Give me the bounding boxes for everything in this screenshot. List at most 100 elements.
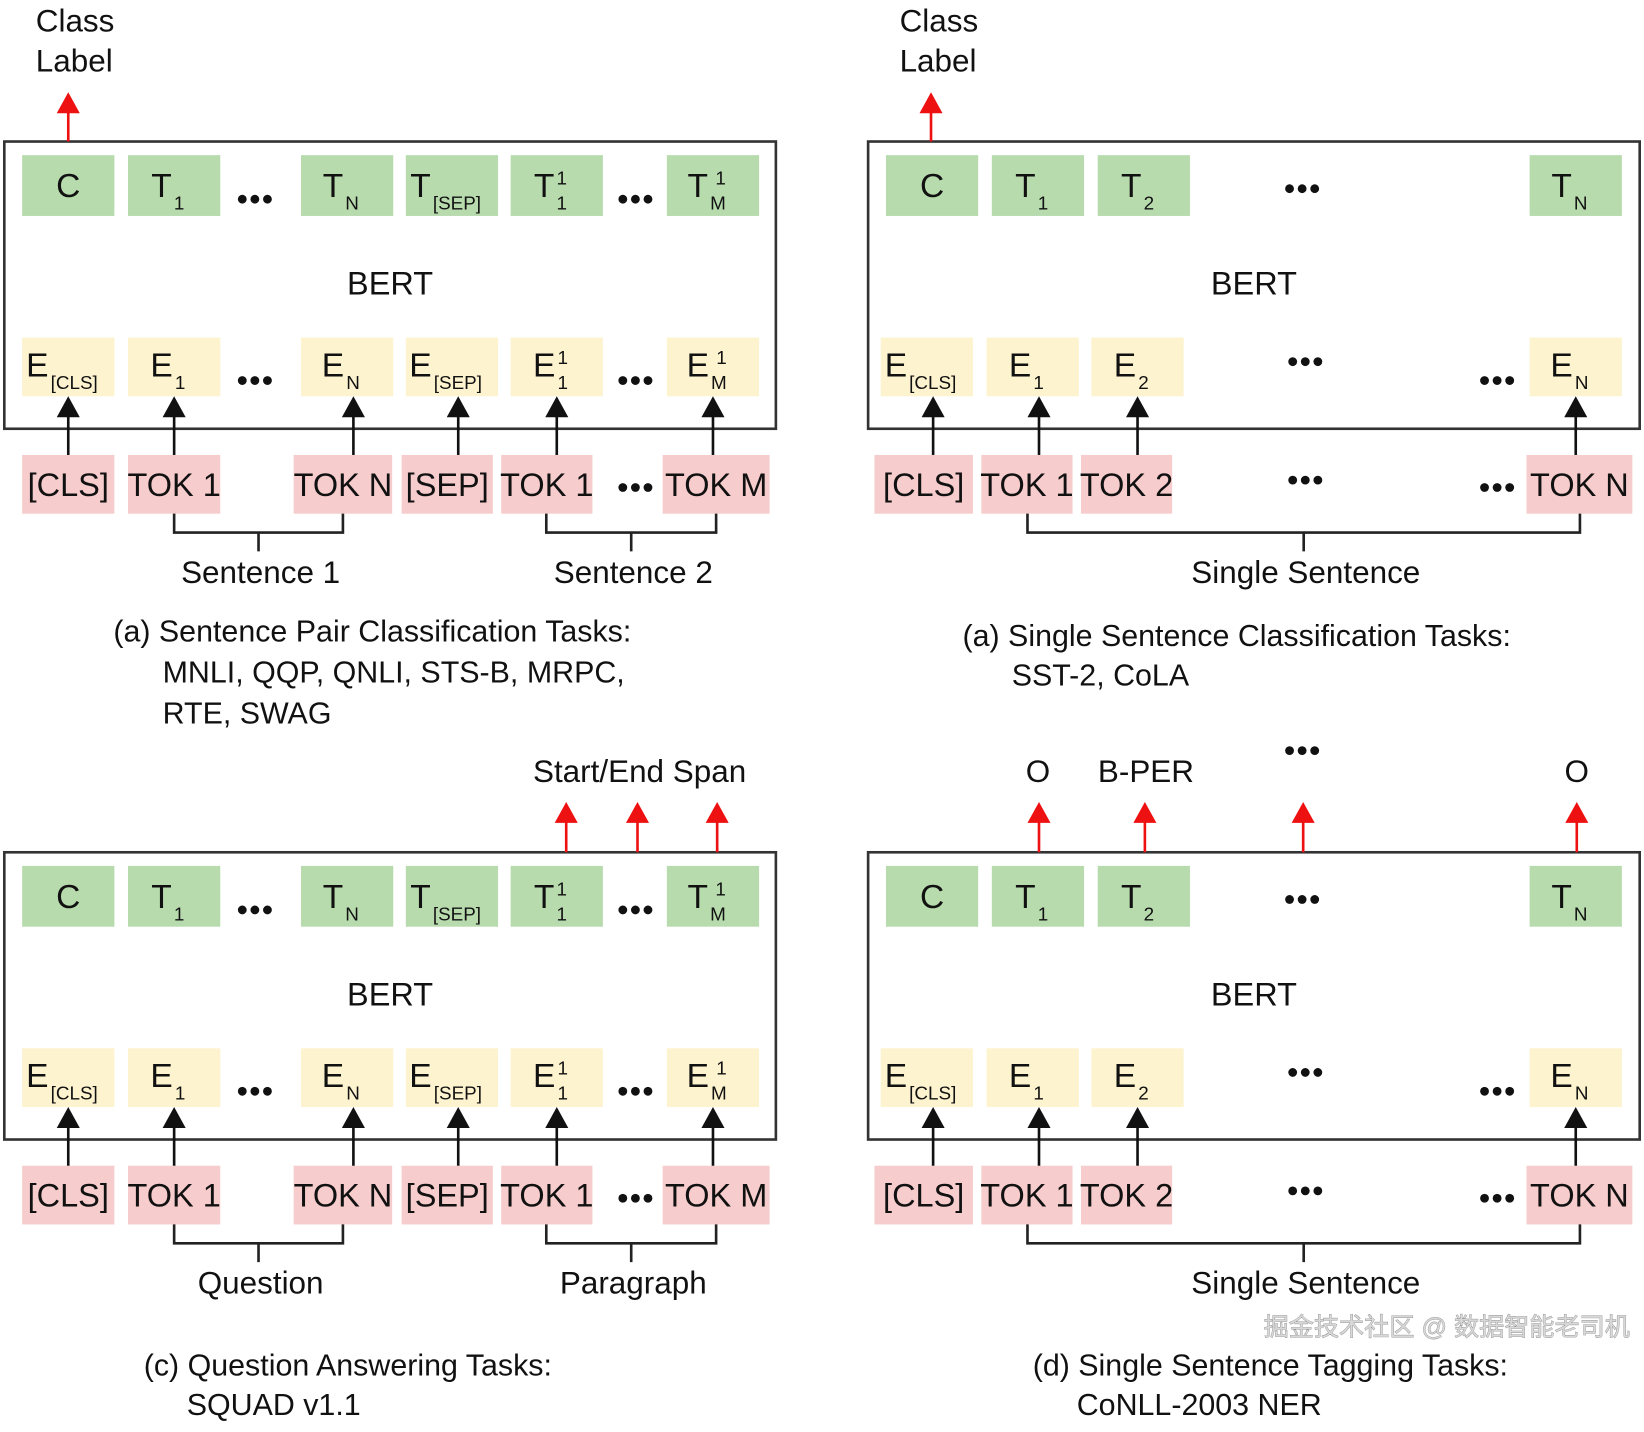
input-token-label: [CLS] xyxy=(883,467,964,503)
output-token-label: T M 1 xyxy=(688,168,726,214)
ellipsis-icon xyxy=(237,376,272,385)
input-token-box xyxy=(662,1165,770,1225)
token-subscript: 1 xyxy=(1033,372,1044,393)
input-token-box xyxy=(401,1165,493,1225)
ellipsis-icon xyxy=(237,194,272,204)
token-subscript: N xyxy=(345,193,359,214)
token-main: C xyxy=(56,168,80,205)
token-subscript: 2 xyxy=(1144,193,1155,214)
output-token-box xyxy=(22,155,115,216)
ellipsis-dot xyxy=(643,194,653,204)
token-main: E xyxy=(533,1058,555,1095)
token-main: T xyxy=(688,168,708,205)
token-subscript: N xyxy=(1575,1083,1589,1104)
output-token-label: T 1 1 xyxy=(534,168,567,214)
token-subscript: [CLS] xyxy=(51,1083,98,1104)
ellipsis-dot xyxy=(618,194,628,204)
token-subscript: 1 xyxy=(557,1083,568,1104)
ellipsis-dot xyxy=(263,1086,272,1096)
task-arrow-head xyxy=(705,801,729,823)
task-arrow-head xyxy=(625,801,650,823)
embedding-label: E [SEP] xyxy=(409,1058,482,1104)
ellipsis-icon xyxy=(618,905,653,915)
token-main: T xyxy=(323,879,343,916)
input-token-box xyxy=(293,1165,393,1225)
token-main: E xyxy=(885,1058,907,1095)
ellipsis-dot xyxy=(1310,895,1320,904)
embedding-box xyxy=(1529,337,1622,397)
input-token-label: [SEP] xyxy=(406,467,489,503)
group-label: Single Sentence xyxy=(1191,555,1420,590)
output-token-box xyxy=(405,155,499,216)
ellipsis-dot xyxy=(1297,184,1307,194)
caption-line: (a) Single Sentence Classification Tasks… xyxy=(962,619,1510,653)
flow-arrow-head xyxy=(545,1107,569,1128)
token-subscript: 1 xyxy=(174,903,185,924)
ellipsis-dot xyxy=(618,1086,628,1096)
group-label: Question xyxy=(198,1266,324,1301)
input-token-box xyxy=(1080,1165,1173,1225)
token-subscript: 1 xyxy=(557,372,568,393)
output-token-label: C xyxy=(920,168,944,205)
ellipsis-dot xyxy=(1505,483,1515,492)
ellipsis-dot xyxy=(250,1086,260,1096)
ellipsis-icon xyxy=(618,1086,653,1096)
token-main: E xyxy=(26,347,48,384)
bert-label: BERT xyxy=(1211,976,1297,1012)
output-token-box xyxy=(300,865,394,927)
token-main: T xyxy=(1551,879,1571,916)
output-token-label: T 1 1 xyxy=(534,878,567,924)
group-bracket xyxy=(172,1224,345,1263)
ellipsis-dot xyxy=(618,1193,628,1203)
embedding-box xyxy=(666,1048,760,1108)
token-main: E xyxy=(1009,347,1031,384)
ellipsis-icon xyxy=(1480,1193,1515,1203)
token-subscript: [SEP] xyxy=(434,372,482,393)
ellipsis-dot xyxy=(643,376,653,385)
output-token-box xyxy=(510,865,603,927)
group-label: Paragraph xyxy=(560,1266,707,1301)
embedding-box xyxy=(666,337,760,397)
embedding-label: E [SEP] xyxy=(409,347,482,393)
token-main: T xyxy=(1015,879,1035,916)
token-main: T xyxy=(1551,168,1571,205)
flow-arrow-head xyxy=(56,396,80,418)
token-superscript: 1 xyxy=(715,878,726,899)
ellipsis-dot xyxy=(263,194,272,204)
group-bracket xyxy=(544,1224,718,1263)
group-bracket xyxy=(1026,1224,1582,1263)
flow-arrow-head xyxy=(545,396,569,418)
token-subscript: [SEP] xyxy=(434,1083,482,1104)
ellipsis-dot xyxy=(630,1086,640,1096)
output-label: Start/End Span xyxy=(533,754,746,789)
embedding-box xyxy=(300,337,394,397)
token-main: T xyxy=(688,879,708,916)
ellipsis-icon xyxy=(1288,1068,1323,1077)
ellipsis-icon xyxy=(1480,1086,1515,1096)
token-main: T xyxy=(534,879,554,916)
flow-arrow-head xyxy=(921,396,945,418)
token-main: E xyxy=(150,347,172,384)
output-token-box xyxy=(991,865,1085,927)
token-main: T xyxy=(1015,168,1035,205)
ellipsis-icon xyxy=(237,1086,272,1096)
ellipsis-dot xyxy=(263,905,272,915)
input-token-box xyxy=(981,454,1073,514)
ellipsis-dot xyxy=(263,376,272,385)
token-subscript: 1 xyxy=(175,1083,186,1104)
ellipsis-icon xyxy=(1285,895,1320,904)
bert-label: BERT xyxy=(1211,266,1297,302)
embedding-box xyxy=(986,1048,1079,1108)
ellipsis-dot xyxy=(1505,1086,1515,1096)
token-superscript: 1 xyxy=(557,168,568,189)
flow-arrow-head xyxy=(446,1107,470,1128)
